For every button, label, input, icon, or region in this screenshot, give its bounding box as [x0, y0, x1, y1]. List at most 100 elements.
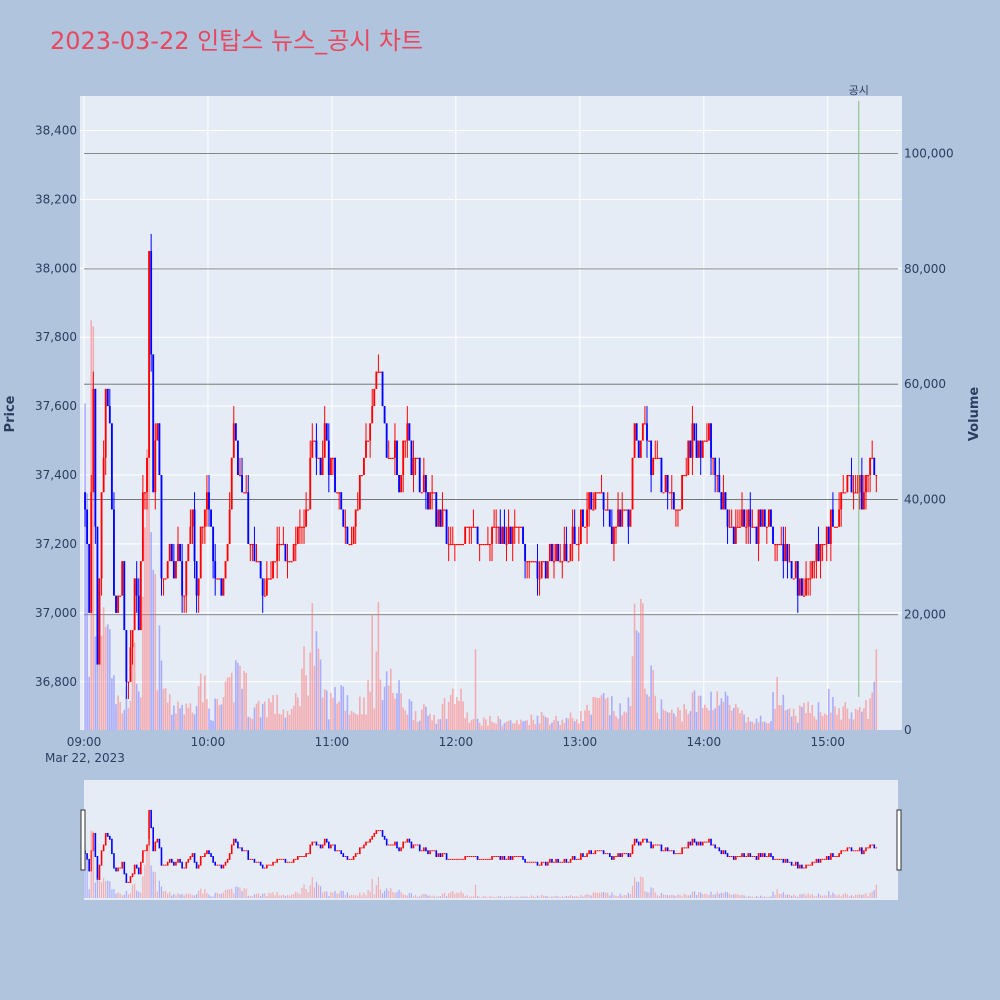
price-candle-body [569, 543, 572, 562]
volume-bar [654, 695, 657, 730]
preview-volume-bar [456, 892, 458, 898]
preview-volume-bar [762, 896, 764, 898]
preview-volume-bar [121, 895, 123, 898]
volume-bar [619, 703, 621, 730]
preview-volume-bar [388, 890, 390, 898]
volume-bar [796, 722, 799, 730]
volume-bar [592, 696, 595, 730]
range-slider-handle-right[interactable] [896, 809, 902, 871]
price-candle-body [412, 457, 415, 476]
range-slider[interactable] [84, 780, 898, 900]
volume-bar [637, 632, 640, 730]
volume-bar [121, 713, 124, 730]
price-candle-body [462, 543, 465, 546]
volume-tick-label: 80,000 [904, 262, 946, 276]
preview-volume-bar [685, 894, 687, 898]
volume-bar [204, 675, 206, 730]
price-candle-body [522, 526, 524, 544]
preview-volume-bar [152, 871, 154, 898]
price-candle-body [367, 440, 370, 442]
volume-bar [142, 596, 144, 730]
preview-volume-bar [611, 892, 613, 898]
preview-volume-bar [844, 893, 846, 898]
price-candle-body [586, 509, 588, 527]
price-candle-body [528, 561, 531, 563]
price-candle-body [232, 423, 235, 458]
volume-bar [361, 714, 363, 730]
volume-bar [503, 723, 506, 730]
preview-volume-bar [865, 893, 867, 898]
preview-volume-bar [421, 894, 423, 898]
volume-bar [848, 718, 851, 730]
price-candle-body [856, 492, 859, 494]
volume-bar [181, 704, 183, 730]
preview-volume-bar [476, 896, 479, 898]
volume-bar [563, 722, 566, 730]
price-candle-body [803, 595, 805, 597]
volume-bar [160, 660, 163, 730]
volume-bar [301, 668, 303, 730]
price-candle-body [747, 509, 750, 527]
volume-bar [352, 712, 355, 730]
volume-bar [237, 662, 239, 730]
price-candle-body [819, 543, 822, 562]
volume-bar [689, 711, 692, 730]
volume-bar [125, 686, 128, 730]
price-candle-body [594, 492, 597, 510]
volume-bar [307, 695, 309, 730]
preview-volume-bar [549, 897, 551, 898]
price-candle-body [751, 526, 754, 528]
preview-volume-bar [772, 891, 774, 898]
volume-bar [183, 714, 186, 730]
time-tick-labels: 09:00 10:00 11:00 12:00 13:00 14:00 15:00 [67, 735, 845, 749]
volume-bar [311, 603, 314, 730]
volume-bar [792, 708, 795, 730]
range-slider-handle-left[interactable] [80, 809, 86, 871]
price-candle-body [551, 543, 553, 562]
volume-bar [575, 719, 578, 730]
price-candle-body [282, 543, 285, 546]
preview-volume-bar [538, 896, 541, 898]
preview-volume-bar [867, 896, 869, 898]
volume-bar [429, 713, 431, 730]
price-candle-body [414, 457, 417, 459]
volume-bar [414, 711, 417, 730]
volume-bar [675, 716, 677, 730]
price-candle-body [234, 423, 237, 441]
volume-bar [569, 712, 572, 730]
preview-volume-bar [392, 891, 394, 898]
price-candle-body [736, 526, 739, 528]
volume-bar [753, 723, 756, 730]
price-candle-body [540, 561, 543, 579]
price-candle-body [115, 595, 117, 613]
volume-bar [493, 722, 495, 730]
preview-volume-bar [503, 896, 506, 898]
time-tick-label: 15:00 [810, 735, 845, 749]
preview-volume-bar [600, 892, 603, 898]
price-candle-body [98, 578, 101, 665]
preview-volume-bar [667, 895, 669, 898]
y-axis-title: Price [3, 395, 18, 432]
price-candle-body [699, 440, 702, 458]
price-candle-body [445, 509, 448, 544]
volume-bar [538, 723, 541, 730]
price-candle-body [332, 457, 334, 459]
volume-bar [600, 695, 603, 730]
volume-bar [497, 716, 500, 730]
preview-volume-bar [167, 893, 169, 898]
price-candle-body [840, 492, 843, 510]
volume-bar [133, 642, 136, 730]
volume-bar [197, 686, 200, 730]
price-candle-body [726, 509, 729, 527]
price-candle-body [811, 561, 814, 579]
volume-bar [840, 719, 842, 730]
preview-volume-bar [679, 894, 681, 898]
preview-volume-bar [433, 895, 435, 898]
volume-bar [377, 602, 380, 730]
volume-bar [375, 651, 378, 730]
preview-volume-bar [367, 889, 369, 898]
preview-volume-bar [559, 897, 561, 898]
volume-bar [873, 681, 876, 730]
volume-bar [735, 704, 737, 730]
price-candle-body [755, 526, 758, 544]
